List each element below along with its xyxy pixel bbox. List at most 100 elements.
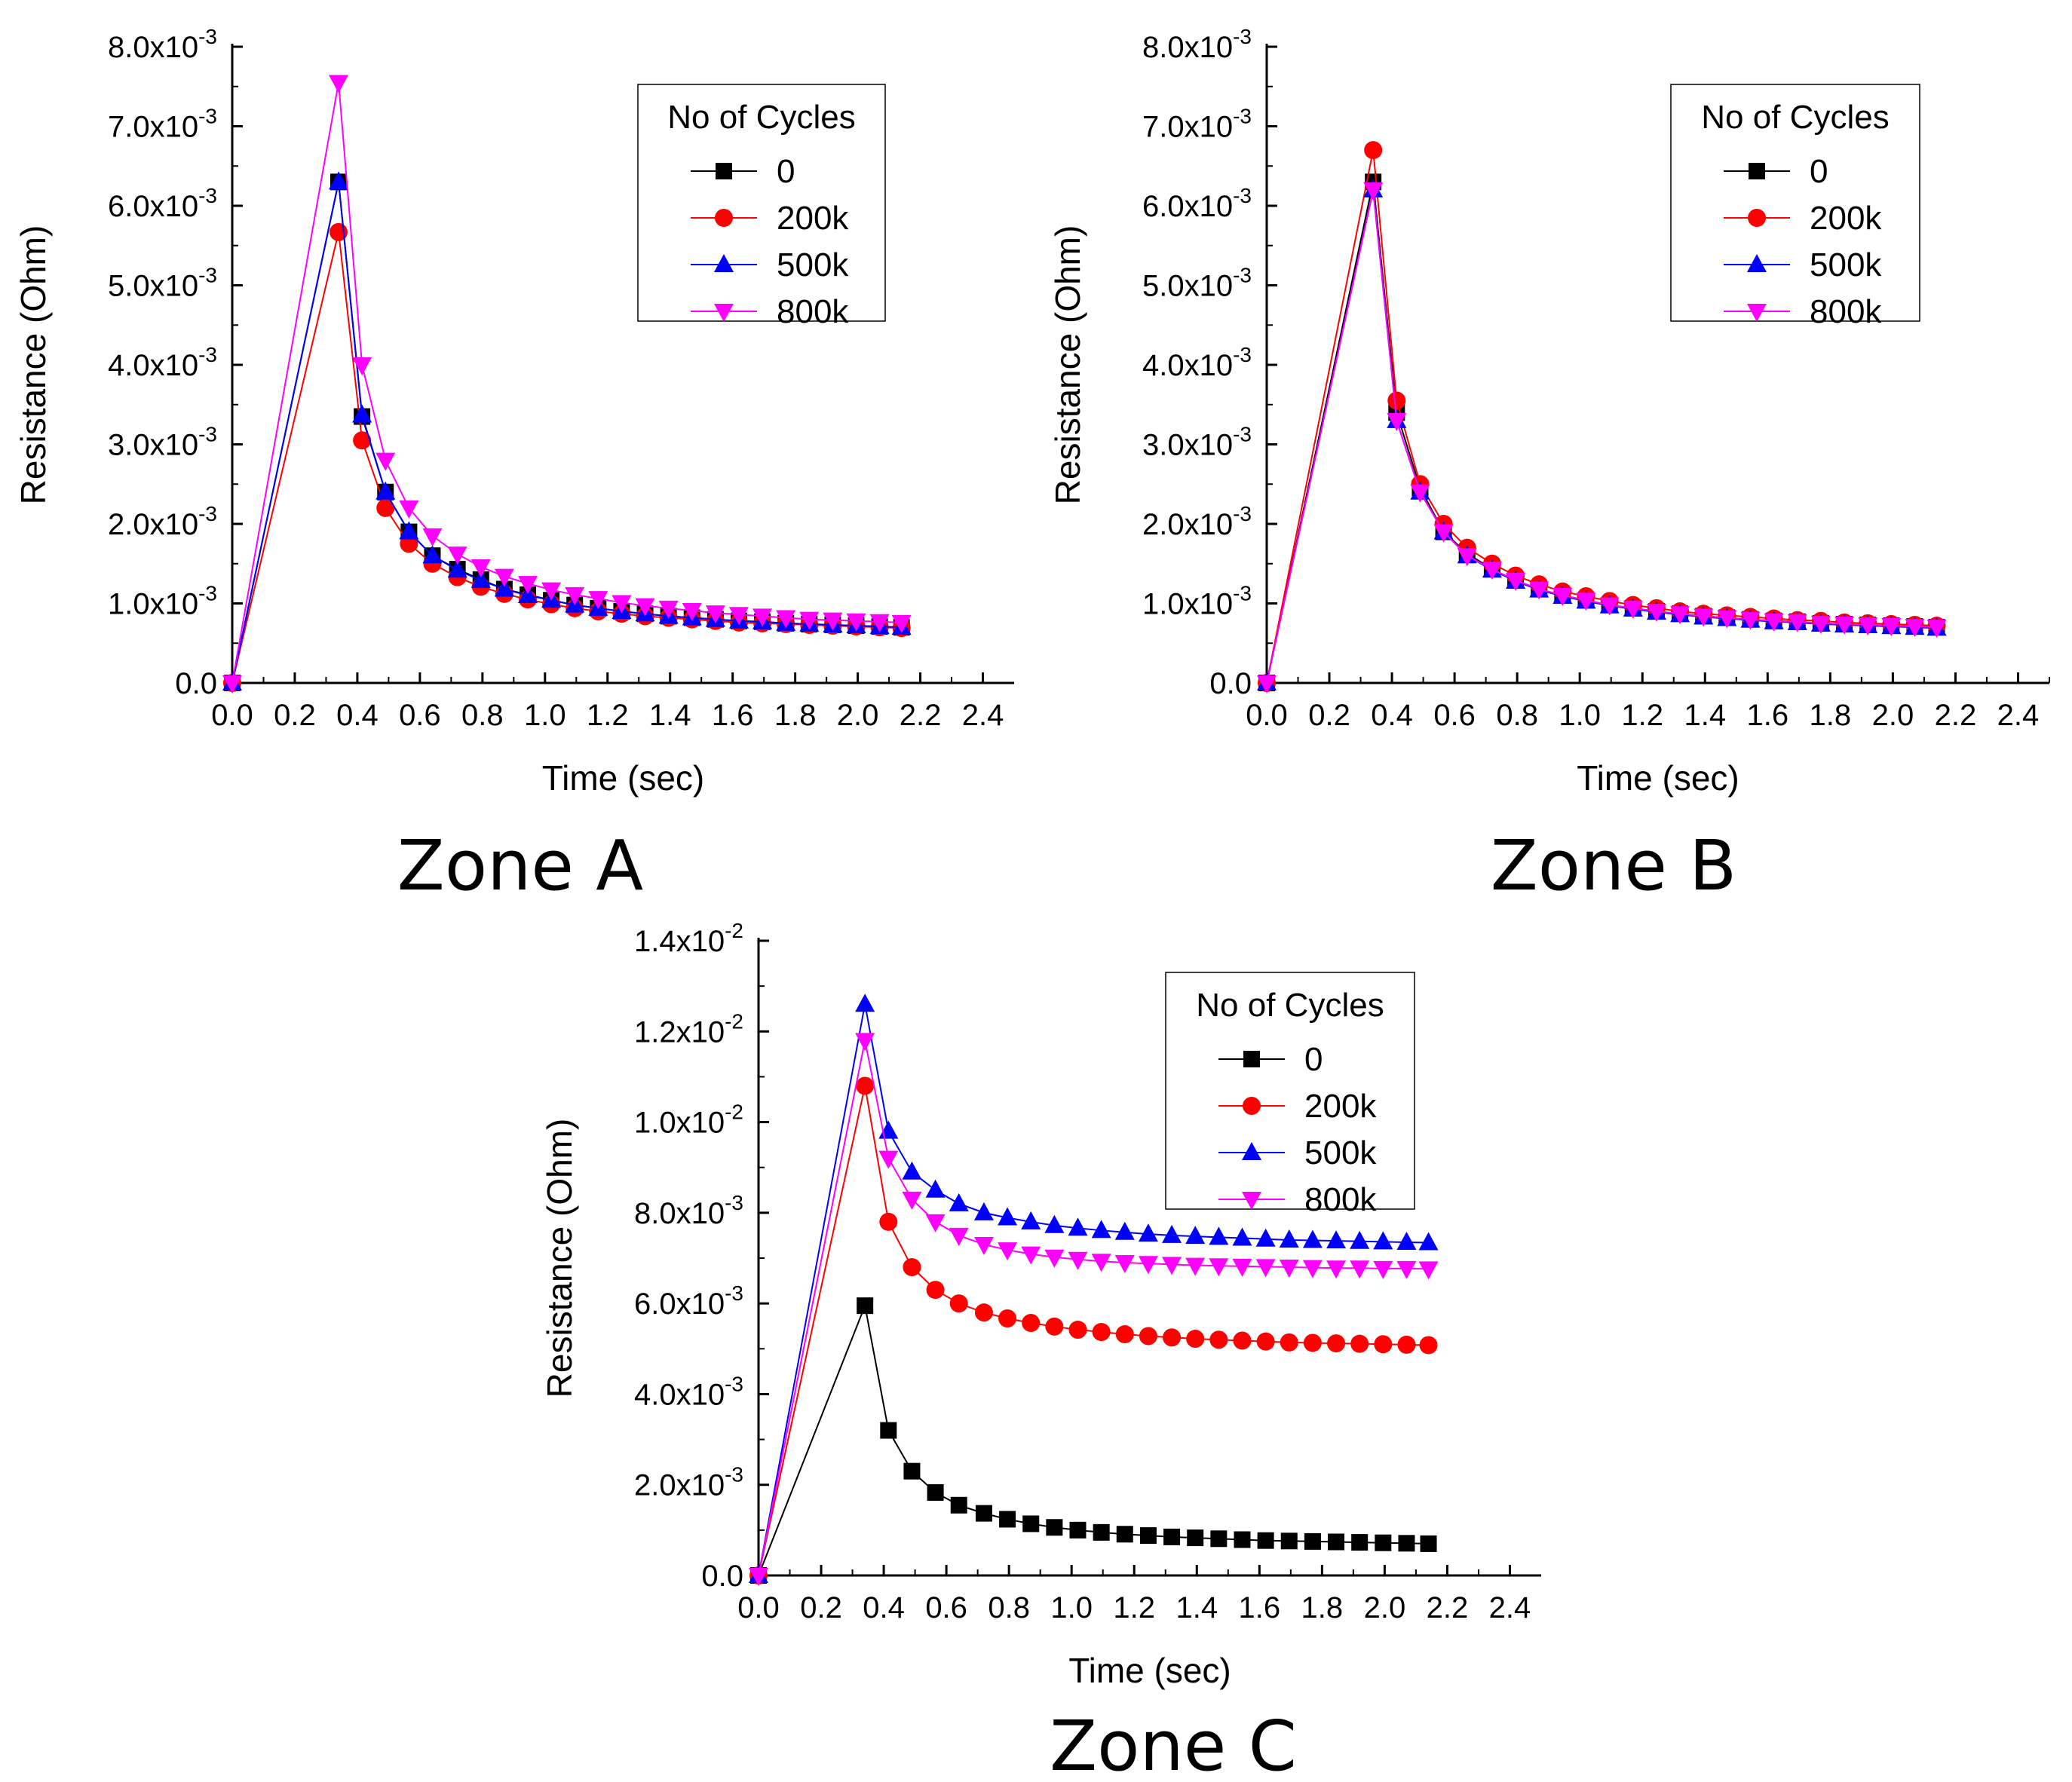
series-800k	[749, 1033, 1439, 1586]
legend-marker	[715, 209, 733, 227]
y-tick-label: 0.0	[175, 667, 217, 700]
data-point	[902, 1191, 922, 1210]
data-point	[1457, 548, 1477, 567]
y-tick-label: 1.0x10-3	[1142, 582, 1252, 621]
x-tick-label: 1.2	[1621, 699, 1663, 732]
data-point	[880, 1422, 897, 1439]
data-point	[1232, 1227, 1252, 1246]
data-point	[1396, 1231, 1417, 1250]
data-point	[1279, 1229, 1299, 1248]
y-tick-label: 3.0x10-3	[108, 423, 217, 462]
data-point	[891, 614, 912, 633]
data-point	[1303, 1333, 1322, 1352]
x-tick-label: 2.4	[962, 699, 1004, 732]
x-tick-label: 1.4	[649, 699, 691, 732]
data-point	[1044, 1214, 1065, 1233]
x-tick-label: 2.2	[900, 699, 942, 732]
data-point	[1433, 524, 1454, 543]
data-point	[1304, 1532, 1321, 1550]
data-point	[1328, 1533, 1345, 1551]
data-point	[975, 1505, 992, 1522]
panel-title: Zone A	[397, 825, 643, 906]
data-point	[823, 612, 843, 631]
data-point	[705, 605, 725, 624]
legend-marker	[1242, 1142, 1261, 1160]
y-tick-label: 0.0	[701, 1560, 743, 1593]
data-point	[422, 545, 443, 564]
data-point	[1185, 1257, 1206, 1276]
data-point	[998, 1309, 1017, 1327]
data-point	[1186, 1330, 1205, 1349]
legend-title: No of Cycles	[1196, 987, 1384, 1024]
data-point	[222, 675, 242, 694]
data-point	[1114, 1221, 1135, 1240]
data-point	[1234, 1531, 1251, 1548]
data-point	[517, 576, 538, 595]
data-point	[1116, 1526, 1133, 1543]
data-point	[1350, 1334, 1369, 1353]
y-tick-label: 7.0x10-3	[108, 105, 217, 144]
data-point	[1905, 619, 1925, 638]
legend-box	[637, 84, 886, 322]
data-point	[1115, 1325, 1134, 1344]
data-point	[1046, 1519, 1063, 1536]
x-tick-label: 0.6	[399, 699, 441, 732]
x-tick-label: 2.2	[1427, 1591, 1469, 1624]
data-point	[1185, 1226, 1206, 1245]
y-tick-label: 3.0x10-3	[1142, 423, 1252, 462]
data-point	[611, 595, 632, 614]
x-tick-label: 2.4	[1997, 699, 2040, 732]
chart-panel-2: 0.0 0.2 0.4 0.6 0.8 1.0 1.2 1.4 1.6 1.8 2.0 2.2 2.4 0…	[1048, 25, 2050, 906]
x-tick-label: 1.8	[1810, 699, 1852, 732]
data-point	[846, 613, 866, 632]
data-point	[1363, 182, 1384, 201]
legend-label: 200k	[777, 200, 849, 237]
data-point	[1138, 1256, 1158, 1275]
data-point	[1209, 1226, 1229, 1245]
data-point	[1257, 1532, 1274, 1549]
data-point	[1351, 1534, 1369, 1551]
data-point	[869, 614, 890, 632]
y-tick-label: 7.0x10-3	[1142, 105, 1252, 144]
x-tick-label: 2.4	[1489, 1591, 1531, 1624]
data-point	[1044, 1249, 1065, 1268]
data-point	[1091, 1220, 1111, 1239]
data-point	[903, 1462, 921, 1480]
data-point	[1069, 1521, 1087, 1539]
y-tick-label: 4.0x10-3	[1142, 343, 1252, 382]
data-point	[682, 602, 702, 621]
data-point	[1209, 1330, 1228, 1349]
data-point	[1398, 1535, 1415, 1552]
x-tick-label: 0.6	[925, 1591, 967, 1624]
legend-label: 200k	[1304, 1088, 1377, 1125]
legend-marker	[714, 304, 734, 322]
legend-label: 0	[1304, 1041, 1323, 1078]
y-axis-title: Resistance (Ohm)	[1048, 225, 1087, 505]
data-point	[1529, 581, 1549, 600]
data-point	[1552, 587, 1573, 606]
data-point	[1021, 1211, 1041, 1229]
legend-title: No of Cycles	[1701, 99, 1889, 136]
legend-title: No of Cycles	[667, 99, 855, 136]
x-tick-label: 1.6	[712, 699, 754, 732]
data-point	[749, 1568, 768, 1586]
data-point	[494, 578, 514, 597]
data-point	[399, 500, 419, 519]
legend-marker	[1243, 1051, 1260, 1067]
data-point	[1326, 1260, 1347, 1279]
y-tick-label: 5.0x10-3	[1142, 264, 1252, 303]
data-point	[926, 1281, 945, 1300]
y-tick-label: 6.0x10-3	[1142, 184, 1252, 223]
data-point	[1375, 1534, 1392, 1551]
data-point	[855, 1033, 875, 1052]
data-point	[1419, 1336, 1438, 1355]
y-tick-label: 5.0x10-3	[108, 264, 217, 303]
x-tick-label: 0.4	[336, 699, 379, 732]
data-point	[1858, 617, 1878, 635]
data-point	[857, 1297, 874, 1315]
data-point	[1506, 572, 1526, 591]
data-point	[1187, 1529, 1204, 1547]
data-point	[1209, 1258, 1229, 1277]
data-point	[1810, 615, 1831, 634]
